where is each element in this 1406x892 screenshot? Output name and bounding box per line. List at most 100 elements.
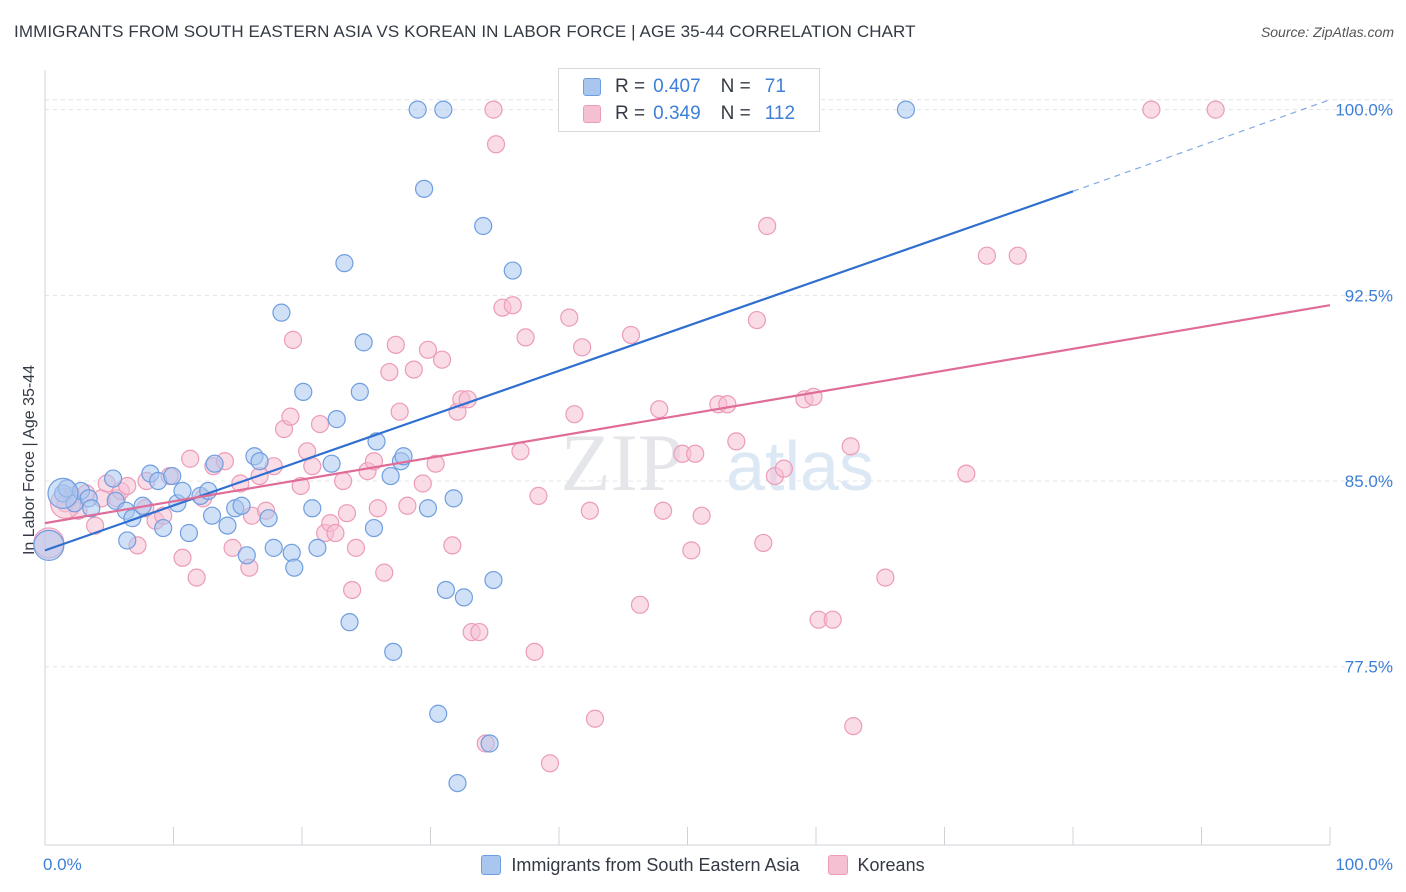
sea-point [418, 499, 438, 518]
n-label: N = [720, 103, 751, 124]
sea-point [448, 773, 467, 793]
koreans-point [343, 580, 362, 600]
koreans-point [375, 563, 394, 582]
koreans-point [516, 328, 535, 347]
koreans-point [650, 400, 669, 419]
koreans-legend-swatch [827, 855, 848, 875]
sea-point [350, 382, 369, 401]
koreans-point [529, 486, 548, 505]
koreans-point [390, 402, 409, 421]
koreans-point [630, 595, 650, 614]
sea-point [205, 454, 224, 473]
koreans-point [432, 350, 452, 369]
sea-point [264, 538, 283, 557]
koreans-point [413, 474, 432, 493]
stats-legend: R = 0.407 N = 71 R = 0.349 N = 112 [558, 68, 820, 132]
r-value: 0.407 [653, 76, 701, 97]
sea-point [340, 613, 359, 632]
koreans-point [334, 471, 353, 491]
koreans-point [404, 360, 423, 379]
koreans-point [223, 538, 242, 557]
sea-point [308, 538, 327, 557]
trend-lines [44, 99, 1331, 552]
x-tick-label: 100.0% [1335, 855, 1393, 874]
sea-point [429, 704, 448, 723]
n-label: N = [720, 76, 751, 97]
legend-item-koreans[interactable]: Koreans [827, 854, 925, 876]
sea-point [154, 518, 173, 538]
koreans-point [281, 407, 300, 426]
axes [44, 70, 1331, 846]
koreans-point [346, 538, 366, 557]
koreans-point [283, 330, 303, 349]
stats-row-koreans: R = 0.349 N = 112 [583, 101, 795, 127]
y-tick-label: 85.0% [1345, 472, 1393, 491]
koreans-point [364, 452, 384, 471]
stats-row-sea: R = 0.407 N = 71 [583, 74, 786, 100]
legend-item-sea[interactable]: Immigrants from South Eastern Asia [481, 855, 800, 876]
koreans-point [426, 454, 445, 473]
koreans-point [565, 405, 584, 424]
sea-swatch [583, 78, 601, 96]
sea-point [303, 499, 322, 518]
x-tick-label: 0.0% [43, 855, 82, 874]
sea-point [444, 489, 463, 508]
koreans-point [686, 444, 705, 463]
koreans-legend-label: Koreans [857, 854, 925, 875]
y-tick-label: 77.5% [1345, 658, 1393, 677]
sea-trend-line [44, 190, 1074, 552]
sea-point [250, 452, 269, 471]
koreans-point [386, 335, 405, 354]
koreans-swatch [583, 105, 601, 123]
koreans-point [841, 437, 860, 456]
koreans-point [1142, 100, 1161, 119]
koreans-point [525, 642, 544, 661]
sea-point [272, 303, 291, 322]
sea-point [436, 580, 456, 600]
koreans-point [758, 216, 777, 236]
n-value: 112 [764, 103, 796, 124]
koreans-point [443, 536, 462, 555]
y-tick-label: 92.5% [1345, 286, 1393, 305]
koreans-point [380, 362, 399, 382]
n-value: 71 [764, 76, 786, 97]
koreans-point [398, 496, 417, 515]
sea-point [408, 100, 427, 119]
koreans-point [621, 325, 641, 345]
koreans-point [181, 449, 200, 468]
koreans-point [540, 754, 560, 773]
sea-trend-extension [1072, 99, 1331, 192]
koreans-point [844, 717, 863, 736]
koreans-point [470, 622, 489, 642]
koreans-point [187, 568, 206, 587]
sea-point [202, 506, 222, 525]
sea-point [218, 516, 237, 535]
tick-labels: 77.5% 85.0% 92.5% 100.0% 0.0% 100.0% [43, 101, 1393, 874]
sea-point-large [47, 477, 79, 510]
sea-point [503, 261, 522, 280]
koreans-point [118, 476, 137, 496]
sea-point [896, 100, 916, 119]
sea-point [282, 543, 301, 562]
koreans-point [231, 474, 250, 493]
gridlines [45, 99, 1395, 668]
koreans-point [368, 499, 387, 518]
koreans-point [580, 501, 599, 520]
y-tick-label: 100.0% [1335, 101, 1393, 120]
koreans-point [653, 501, 673, 520]
sea-point [384, 642, 403, 661]
koreans-point [573, 338, 592, 357]
sea-point [335, 254, 354, 273]
sea-point [294, 382, 313, 401]
koreans-point [503, 296, 522, 315]
koreans-point [418, 340, 438, 359]
sea-point [484, 570, 503, 590]
source-note: Source: ZipAtlas.com [1260, 24, 1394, 40]
sea-point-large [33, 529, 65, 561]
koreans-point [511, 442, 530, 461]
koreans-point [86, 516, 105, 535]
sea-point [354, 333, 373, 352]
sea-point [237, 546, 256, 565]
sea-point [474, 216, 493, 236]
